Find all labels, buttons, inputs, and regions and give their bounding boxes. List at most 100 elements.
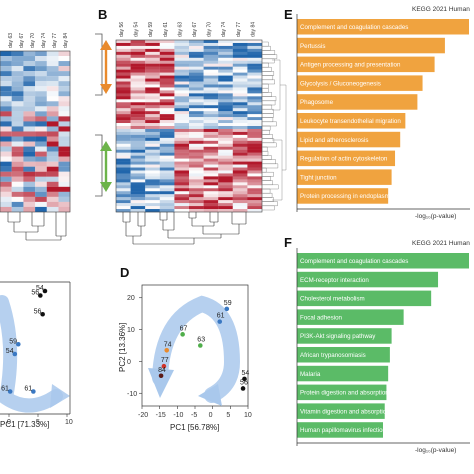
heatmap-cell bbox=[35, 136, 47, 142]
bar-chart-e: KEGG 2021 Human Complement and coagulatio… bbox=[296, 6, 470, 220]
heatmap-cell bbox=[189, 123, 204, 127]
heatmap-cell bbox=[247, 120, 263, 124]
heatmap-cell bbox=[232, 200, 248, 204]
heatmap-cell bbox=[189, 45, 204, 50]
bar-label: Glycolysis / Gluconeogenesis bbox=[300, 80, 381, 87]
heatmap-cell bbox=[35, 66, 47, 72]
heatmap-cell bbox=[174, 134, 190, 139]
heatmap-cell bbox=[174, 155, 190, 159]
heatmap-cell bbox=[130, 96, 146, 100]
heatmap-cell bbox=[11, 111, 24, 117]
heatmap-cell bbox=[130, 90, 146, 94]
heatmap-cell bbox=[130, 131, 146, 136]
heatmap-cell bbox=[218, 155, 233, 159]
heatmap-cell bbox=[247, 131, 263, 136]
heatmap-cell bbox=[218, 51, 233, 56]
pca-point bbox=[180, 332, 185, 337]
heatmap-cell bbox=[23, 71, 36, 77]
heatmap-cell bbox=[58, 196, 71, 202]
heatmap-cell bbox=[159, 137, 175, 142]
heatmap-cell bbox=[203, 164, 219, 168]
pca-point bbox=[12, 351, 18, 357]
heatmap-cell bbox=[130, 167, 146, 171]
heatmap-cell bbox=[189, 90, 204, 94]
heatmap-cell bbox=[218, 182, 233, 186]
heatmap-cell bbox=[189, 146, 204, 150]
heatmap-cell bbox=[203, 200, 219, 204]
heatmap-cell bbox=[0, 146, 12, 152]
heatmap-cell bbox=[130, 149, 146, 153]
heatmap-cell bbox=[23, 116, 36, 122]
heatmap-cell bbox=[218, 149, 233, 153]
heatmap-cell bbox=[130, 155, 146, 159]
heatmap-cell bbox=[247, 173, 263, 177]
heatmap-cell bbox=[116, 173, 131, 177]
heatmap-cell bbox=[116, 120, 131, 124]
heatmap-cell bbox=[116, 117, 131, 121]
heatmap-cell bbox=[174, 105, 190, 109]
heatmap-b-column-label: day 70 bbox=[207, 22, 213, 37]
heatmap-cell bbox=[189, 96, 204, 100]
bar bbox=[297, 365, 389, 382]
panel-f-letter: F bbox=[284, 235, 292, 250]
bar-label: Leukocyte transendothelial migration bbox=[300, 118, 401, 125]
heatmap-cell bbox=[23, 191, 36, 197]
pca-d-x-label: PC1 [56.78%] bbox=[170, 423, 219, 432]
heatmap-cell bbox=[189, 176, 204, 180]
heatmap-cell bbox=[189, 108, 204, 112]
heatmap-cell bbox=[116, 96, 131, 100]
heatmap-cell bbox=[189, 105, 204, 109]
heatmap-cell bbox=[218, 140, 233, 144]
heatmap-cell bbox=[0, 61, 12, 67]
heatmap-cell bbox=[232, 152, 248, 156]
heatmap-cell bbox=[247, 75, 263, 79]
heatmap-cell bbox=[218, 200, 233, 204]
heatmap-cell bbox=[203, 51, 219, 56]
heatmap-cell bbox=[232, 45, 248, 50]
pca-point bbox=[158, 373, 164, 379]
heatmap-cell bbox=[159, 143, 175, 147]
heatmap-b-column-label: day 67 bbox=[192, 22, 198, 37]
heatmap-cell bbox=[145, 209, 160, 213]
heatmap-cell bbox=[247, 134, 263, 139]
heatmap-cell bbox=[23, 161, 36, 167]
heatmap-cell bbox=[174, 209, 190, 213]
heatmap-cell bbox=[58, 181, 71, 187]
heatmap-cell bbox=[174, 111, 190, 115]
heatmap-cell bbox=[23, 141, 36, 147]
heatmap-cell bbox=[130, 66, 146, 70]
heatmap-cell bbox=[11, 131, 24, 137]
heatmap-cell bbox=[35, 141, 47, 147]
heatmap-a-column-label: day 67 bbox=[19, 33, 25, 48]
heatmap-cell bbox=[232, 63, 248, 67]
heatmap-cell bbox=[247, 48, 263, 53]
heatmap-cell bbox=[174, 90, 190, 94]
heatmap-cell bbox=[0, 196, 12, 202]
heatmap-cell bbox=[203, 194, 219, 198]
heatmap-b: day 56 day 54 day 59 day 61 day 63 day 67 day … bbox=[95, 22, 287, 245]
heatmap-cell bbox=[58, 161, 71, 167]
heatmap-cell bbox=[11, 56, 24, 62]
heatmap-cell bbox=[218, 102, 233, 106]
heatmap-cell bbox=[46, 116, 59, 122]
heatmap-cell bbox=[130, 197, 146, 201]
heatmap-cell bbox=[247, 149, 263, 153]
heatmap-cell bbox=[232, 140, 248, 144]
heatmap-cell bbox=[189, 191, 204, 195]
heatmap-cell bbox=[145, 149, 160, 153]
heatmap-b-column-label: day 61 bbox=[163, 22, 169, 37]
heatmap-cell bbox=[232, 131, 248, 136]
heatmap-cell bbox=[116, 191, 131, 195]
heatmap-cell bbox=[174, 173, 190, 177]
heatmap-cell bbox=[11, 76, 24, 82]
heatmap-cell bbox=[130, 188, 146, 192]
heatmap-cell bbox=[159, 200, 175, 204]
heatmap-cell bbox=[116, 75, 131, 79]
heatmap-cell bbox=[203, 78, 219, 82]
heatmap-cell bbox=[189, 137, 204, 142]
heatmap-cell bbox=[247, 200, 263, 204]
pca-point bbox=[7, 389, 13, 394]
heatmap-cell bbox=[159, 108, 175, 112]
heatmap-cell bbox=[218, 72, 233, 76]
heatmap-cell bbox=[145, 90, 160, 94]
